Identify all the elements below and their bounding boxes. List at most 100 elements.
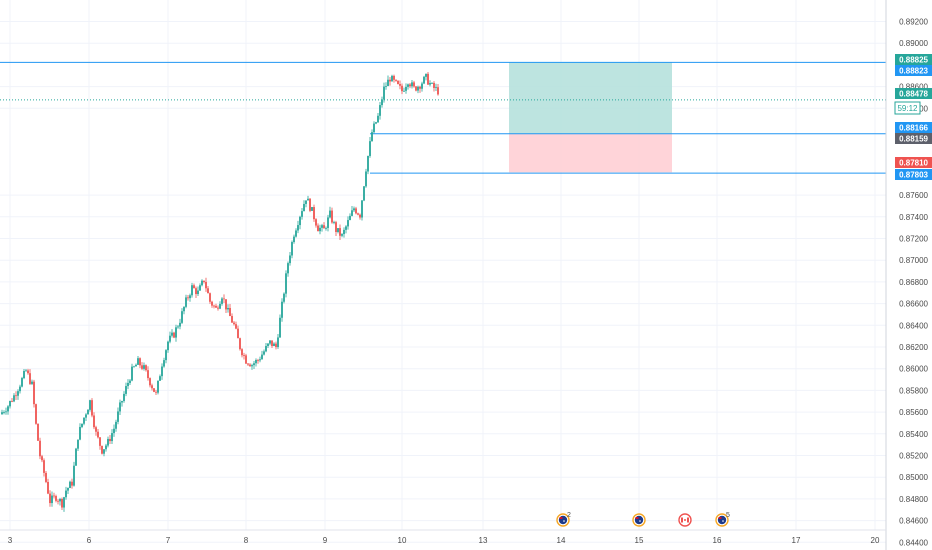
candle-body xyxy=(3,412,5,413)
candle-body xyxy=(79,426,81,440)
price-label-box xyxy=(895,88,932,99)
price-label-text: 0.88159 xyxy=(899,135,928,144)
candle-body xyxy=(119,402,121,412)
candle-body xyxy=(405,86,407,91)
candle-body xyxy=(281,301,283,318)
candle-body xyxy=(395,79,397,81)
candle-body xyxy=(107,438,109,446)
price-tick-label: 0.89000 xyxy=(899,39,928,48)
loss-zone[interactable] xyxy=(509,133,672,173)
candle-body xyxy=(255,359,257,364)
flag-band xyxy=(681,517,683,523)
candle-body xyxy=(263,351,265,355)
candle-body xyxy=(331,210,333,223)
candle-body xyxy=(233,322,235,325)
candle-body xyxy=(413,82,415,87)
candle-body xyxy=(91,400,93,416)
candle-body xyxy=(139,358,141,366)
candle-body xyxy=(403,90,405,92)
profit-zone[interactable] xyxy=(509,62,672,134)
candle-body xyxy=(81,423,83,427)
candle-body xyxy=(31,381,33,384)
candle-body xyxy=(425,73,427,77)
candle-body xyxy=(311,207,313,211)
candle-body xyxy=(37,423,39,441)
price-label-box xyxy=(895,54,932,65)
event-marker-au-icon[interactable] xyxy=(632,513,646,527)
candle-body xyxy=(185,297,187,307)
price-tick-label: 0.87200 xyxy=(899,235,928,244)
candle-body xyxy=(391,75,393,82)
candle-body xyxy=(35,404,37,424)
time-tick-label: 15 xyxy=(635,536,644,545)
candle-body xyxy=(267,343,269,347)
price-tick-label: 0.86200 xyxy=(899,343,928,352)
candle-body xyxy=(401,85,403,92)
candle-body xyxy=(329,210,331,218)
candle-body xyxy=(217,307,219,309)
candle-body xyxy=(161,366,163,377)
candle-body xyxy=(347,220,349,227)
candle-body xyxy=(423,76,425,84)
candle-body xyxy=(341,234,343,236)
flag-star xyxy=(639,520,641,522)
candle-body xyxy=(115,421,117,429)
candle-body xyxy=(45,472,47,482)
candle-body xyxy=(87,409,89,415)
candle-body xyxy=(317,225,319,232)
price-tick-label: 0.87000 xyxy=(899,256,928,265)
candle-body xyxy=(199,285,201,291)
candle-body xyxy=(227,307,229,310)
candle-body xyxy=(75,448,77,466)
position-zones[interactable] xyxy=(509,62,672,173)
candle-body xyxy=(53,495,55,497)
candle-body xyxy=(77,439,79,449)
horizontal-lines[interactable] xyxy=(0,61,886,174)
candle-body xyxy=(195,288,197,295)
candle-body xyxy=(431,82,433,84)
candle-body xyxy=(279,317,281,338)
event-marker-au-icon[interactable]: 2 xyxy=(556,512,571,527)
time-tick-label: 17 xyxy=(792,536,801,545)
candle-body xyxy=(321,225,323,228)
candle-body xyxy=(291,242,293,256)
event-count: 2 xyxy=(567,512,571,519)
price-tick-label: 0.85200 xyxy=(899,452,928,461)
candle-body xyxy=(99,437,101,446)
candle-body xyxy=(225,299,227,310)
candle-body xyxy=(57,500,59,502)
candle-body xyxy=(167,341,169,351)
candle-body xyxy=(297,225,299,231)
candle-body xyxy=(421,83,423,89)
candle-body xyxy=(319,227,321,232)
candle-body xyxy=(181,311,183,323)
candle-body xyxy=(95,427,97,432)
candle-body xyxy=(377,115,379,123)
candle-body xyxy=(261,354,263,360)
candle-body xyxy=(315,219,317,226)
candle-body xyxy=(175,327,177,338)
time-tick-label: 20 xyxy=(871,536,880,545)
event-marker-ca-icon[interactable] xyxy=(678,513,692,527)
candle-body xyxy=(323,225,325,229)
price-tick-label: 0.87600 xyxy=(899,191,928,200)
event-marker-au-icon[interactable]: 5 xyxy=(715,512,730,527)
candle-body xyxy=(277,337,279,348)
candle-body xyxy=(41,456,43,461)
price-tick-label: 0.85400 xyxy=(899,430,928,439)
candle-body xyxy=(109,438,111,442)
candle-body xyxy=(201,280,203,286)
candle-body xyxy=(207,288,209,294)
flag-star xyxy=(722,520,724,522)
flag-union xyxy=(559,517,563,519)
candle-body xyxy=(59,499,61,502)
flag-star xyxy=(563,520,565,522)
candle-body xyxy=(355,208,357,214)
candle-body xyxy=(301,211,303,217)
price-tick-label: 0.85600 xyxy=(899,408,928,417)
candle-body xyxy=(197,290,199,295)
candle-body xyxy=(417,86,419,91)
candle-body xyxy=(231,316,233,323)
